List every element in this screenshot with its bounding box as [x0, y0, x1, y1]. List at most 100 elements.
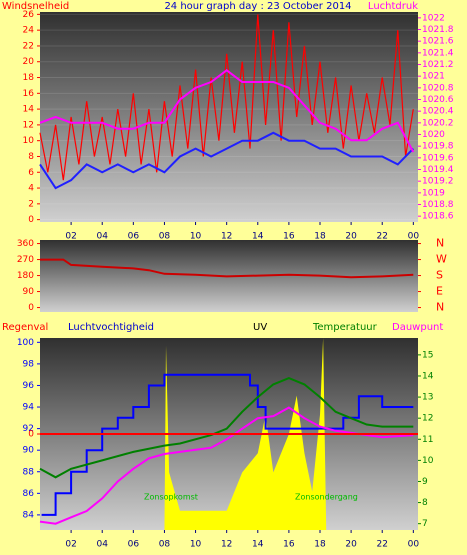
y-tick-label: 8 [28, 152, 34, 162]
y2-tick-label: 1019.8 [422, 142, 454, 152]
left-label: Windsnelheid [2, 1, 69, 12]
y3-tick-label: 0 [28, 430, 34, 440]
series-line [39, 131, 415, 190]
y2-tick-label: N [436, 301, 444, 314]
y-tick-label: 98 [23, 359, 35, 369]
x-tick-label: 04 [96, 540, 108, 550]
series-line [39, 69, 415, 153]
x-tick-label: 22 [376, 540, 387, 550]
y-tick-label: 360 [17, 239, 34, 249]
y2-tick-label: W [436, 253, 447, 266]
y2-tick-label: S [436, 269, 443, 282]
x-tick-label: 00 [408, 540, 420, 550]
x-tick-label: 18 [314, 232, 326, 242]
series-label: Dauwpunt [392, 322, 443, 333]
x-tick-label: 08 [159, 232, 171, 242]
y-tick-label: 16 [23, 89, 35, 99]
x-tick-label: 00 [408, 232, 420, 242]
y-tick-label: 10 [23, 136, 35, 146]
y2-tick-label: 1018.6 [422, 212, 454, 222]
y2-tick-label: 1019.4 [422, 165, 454, 175]
y-tick-label: 96 [23, 381, 35, 391]
series-label: UV [253, 322, 267, 333]
y2-tick-label: 9 [422, 477, 428, 487]
y2-tick-label: 1020.2 [422, 118, 454, 128]
y-tick-label: 270 [17, 255, 34, 265]
y-tick-label: 6 [28, 168, 34, 178]
series-label: Temperatuur [312, 322, 378, 333]
y-tick-label: 90 [23, 287, 35, 297]
x-tick-label: 14 [252, 232, 264, 242]
y-tick-label: 0 [28, 215, 34, 225]
x-tick-label: 20 [345, 232, 357, 242]
y-tick-label: 180 [17, 271, 34, 281]
x-tick-label: 18 [314, 540, 326, 550]
x-tick-label: 14 [252, 540, 264, 550]
y2-tick-label: 1022 [422, 13, 445, 23]
x-tick-label: 06 [128, 540, 140, 550]
y2-tick-label: 12 [422, 414, 433, 424]
plot-area [40, 12, 418, 222]
y-tick-label: 94 [23, 403, 35, 413]
series-line [40, 258, 414, 279]
x-tick-label: 02 [65, 232, 76, 242]
y2-tick-label: 1019.6 [422, 153, 454, 163]
x-tick-label: 06 [128, 232, 140, 242]
y-tick-label: 90 [23, 446, 35, 456]
x-tick-label: 10 [190, 232, 202, 242]
series-label: Regenval [2, 322, 48, 333]
uv-area [164, 338, 327, 530]
x-tick-label: 10 [190, 540, 202, 550]
x-tick-label: 12 [221, 232, 232, 242]
y-tick-label: 22 [23, 41, 34, 51]
y2-tick-label: 11 [422, 435, 433, 445]
y2-tick-label: 1020 [422, 130, 445, 140]
y2-tick-label: 1020.6 [422, 95, 454, 105]
y2-tick-label: 8 [422, 498, 428, 508]
y-tick-label: 14 [23, 105, 35, 115]
y2-tick-label: 1019 [422, 188, 445, 198]
y-tick-label: 24 [23, 26, 35, 36]
series-line [39, 377, 414, 479]
series-line [39, 406, 414, 525]
right-label: Luchtdruk [368, 1, 418, 12]
series-line [41, 373, 414, 516]
y-tick-label: 84 [23, 510, 35, 520]
annotation: Zonsondergang [295, 493, 358, 502]
x-tick-label: 04 [96, 232, 108, 242]
x-tick-label: 02 [65, 540, 76, 550]
y2-tick-label: 1021.4 [422, 48, 454, 58]
x-tick-label: 16 [283, 540, 295, 550]
y2-tick-label: E [436, 285, 443, 298]
y-tick-label: 20 [23, 57, 35, 67]
y-tick-label: 4 [28, 184, 34, 194]
y-tick-label: 92 [23, 424, 34, 434]
x-tick-label: 20 [345, 540, 357, 550]
y-tick-label: 88 [23, 467, 35, 477]
y2-tick-label: 14 [422, 371, 434, 381]
x-tick-label: 12 [221, 540, 232, 550]
y2-tick-label: 15 [422, 350, 433, 360]
y-tick-label: 100 [17, 338, 34, 348]
x-tick-label: 08 [159, 540, 171, 550]
y2-tick-label: 10 [422, 456, 434, 466]
y-tick-label: 86 [23, 489, 35, 499]
y2-tick-label: 1021.6 [422, 37, 454, 47]
y2-tick-label: 1021.2 [422, 60, 454, 70]
chart-title: 24 hour graph day : 23 October 2014 [164, 1, 351, 12]
y2-tick-label: 1020.4 [422, 107, 454, 117]
y-tick-label: 18 [23, 73, 35, 83]
y2-tick-label: 1019.2 [422, 177, 454, 187]
series-line [39, 14, 414, 181]
annotation: Zonsopkomst [144, 493, 198, 502]
y2-tick-label: 13 [422, 393, 433, 403]
x-tick-label: 22 [376, 232, 387, 242]
x-tick-label: 16 [283, 232, 295, 242]
y2-tick-label: 1018.8 [422, 200, 454, 210]
y-tick-label: 12 [23, 120, 34, 130]
series-label: Luchtvochtigheid [68, 322, 154, 333]
y-tick-label: 0 [28, 303, 34, 313]
y2-tick-label: 1020.8 [422, 83, 454, 93]
y-tick-label: 26 [23, 10, 35, 20]
